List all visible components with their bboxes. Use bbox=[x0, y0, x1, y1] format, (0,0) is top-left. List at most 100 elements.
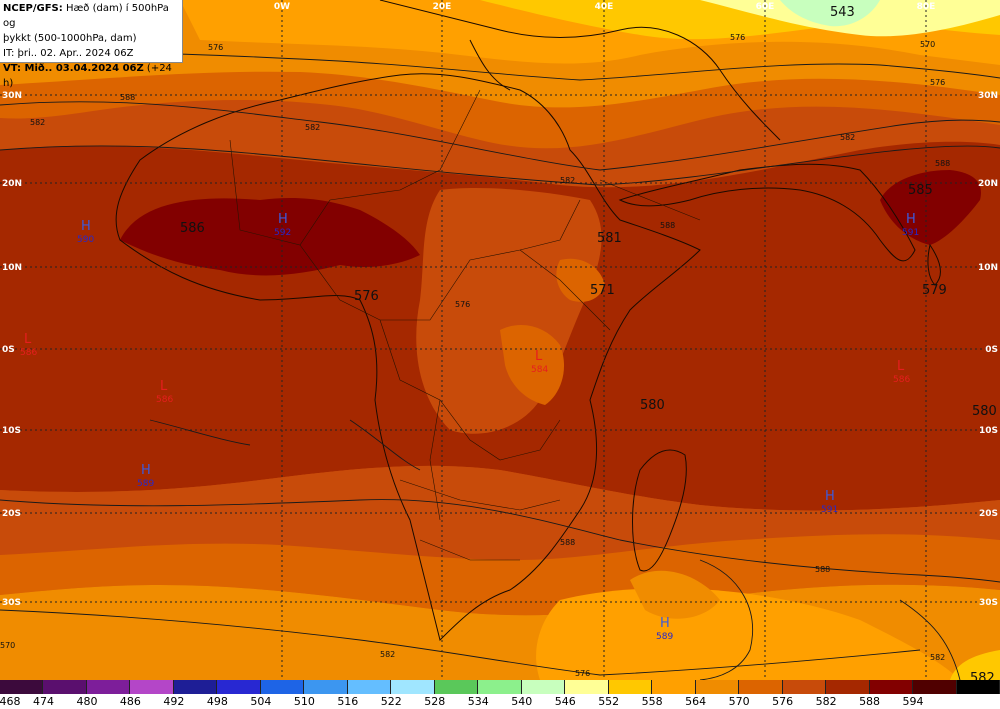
info-line-valid-time: VT: Mið.. 03.04.2024 06Z (+24 h) bbox=[3, 63, 172, 89]
legend-label: 552 bbox=[598, 695, 620, 708]
svg-text:H: H bbox=[660, 616, 670, 631]
contour-label: 576 bbox=[208, 43, 223, 52]
legend-swatch bbox=[217, 680, 261, 694]
low-pressure-center: L 586 bbox=[156, 379, 173, 405]
lat-label-right: 10N bbox=[978, 263, 998, 273]
legend-label: 492 bbox=[163, 695, 185, 708]
legend-label: 558 bbox=[641, 695, 663, 708]
contour-label: 588 bbox=[560, 538, 575, 547]
high-pressure-center: H 591 bbox=[902, 212, 919, 238]
lat-label-left: 20S bbox=[2, 509, 21, 519]
contour-label: 570 bbox=[920, 40, 935, 49]
legend-label: 570 bbox=[728, 695, 750, 708]
svg-text:592: 592 bbox=[274, 228, 291, 238]
lat-label-right: 20S bbox=[979, 509, 998, 519]
svg-text:584: 584 bbox=[531, 365, 548, 375]
legend-swatch bbox=[652, 680, 696, 694]
high-pressure-center: H 590 bbox=[77, 219, 94, 245]
svg-text:H: H bbox=[81, 219, 91, 234]
band-558-564-southeast bbox=[536, 588, 960, 680]
lon-label: 40E bbox=[595, 2, 614, 12]
legend-label: 588 bbox=[859, 695, 881, 708]
svg-text:586: 586 bbox=[156, 395, 173, 405]
value-label: 576 bbox=[354, 289, 379, 304]
legend-label: 576 bbox=[772, 695, 794, 708]
lat-label-left: 10S bbox=[2, 426, 21, 436]
value-label: 580 bbox=[640, 398, 665, 413]
svg-text:591: 591 bbox=[821, 505, 838, 515]
lat-label-left: 10N bbox=[2, 263, 22, 273]
low-pressure-center: L 586 bbox=[893, 359, 910, 385]
legend-label: 534 bbox=[467, 695, 489, 708]
legend-label: 474 bbox=[32, 695, 54, 708]
contour-label: 588 bbox=[120, 93, 135, 102]
value-label: 580 bbox=[972, 404, 997, 419]
contour-label: 582 bbox=[930, 653, 945, 662]
legend-swatch bbox=[304, 680, 348, 694]
contour-label: 582 bbox=[30, 118, 45, 127]
legend-swatch bbox=[130, 680, 174, 694]
band-570-576-patch bbox=[556, 258, 605, 302]
legend-label: 546 bbox=[554, 695, 576, 708]
svg-text:L: L bbox=[897, 359, 905, 374]
contour-label: 588 bbox=[660, 221, 675, 230]
height-contours bbox=[0, 52, 1000, 680]
svg-text:589: 589 bbox=[656, 632, 673, 642]
high-pressure-center: H 589 bbox=[656, 616, 673, 642]
legend-swatch bbox=[956, 680, 1000, 694]
legend-label: 564 bbox=[685, 695, 707, 708]
contour-label: 576 bbox=[730, 33, 745, 42]
legend-swatch bbox=[43, 680, 87, 694]
legend-swatch bbox=[565, 680, 609, 694]
contour-label: 582 bbox=[840, 133, 855, 142]
legend-label: 594 bbox=[902, 695, 924, 708]
value-label: 585 bbox=[908, 183, 933, 198]
lat-label-right: 30N bbox=[978, 91, 998, 101]
legend-swatch bbox=[434, 680, 479, 694]
band-552-558-corner bbox=[950, 650, 1000, 680]
svg-text:H: H bbox=[906, 212, 916, 227]
info-line-model: NCEP/GFS: Hæð (dam) í 500hPa og bbox=[3, 3, 169, 29]
contour-label: 570 bbox=[0, 641, 15, 650]
svg-text:H: H bbox=[825, 489, 835, 504]
band-570-576-patch2 bbox=[500, 325, 565, 405]
contour-label: 588 bbox=[935, 159, 950, 168]
band-588-594-west bbox=[120, 198, 420, 276]
value-label: 543 bbox=[830, 5, 855, 20]
lon-label: 0W bbox=[274, 2, 290, 12]
band-570-576-south bbox=[0, 534, 1000, 616]
svg-text:586: 586 bbox=[893, 375, 910, 385]
lon-label: 20E bbox=[433, 2, 452, 12]
legend-swatch bbox=[86, 680, 131, 694]
info-line-thickness: þykkt (500-1000hPa, dam) bbox=[3, 33, 137, 44]
contour-label: 588 bbox=[815, 565, 830, 574]
high-pressure-center: H 591 bbox=[821, 489, 838, 515]
contour-label: 576 bbox=[455, 300, 470, 309]
legend-swatch bbox=[782, 680, 827, 694]
legend-swatch bbox=[0, 680, 44, 694]
legend-label: 480 bbox=[76, 695, 98, 708]
contour-label: 582 bbox=[305, 123, 320, 132]
lat-label-right: 10S bbox=[979, 426, 998, 436]
svg-text:589: 589 bbox=[137, 479, 154, 489]
legend-label: 486 bbox=[119, 695, 141, 708]
svg-text:586: 586 bbox=[20, 348, 37, 358]
band-588-594-east bbox=[880, 170, 981, 245]
lat-label-left: 20N bbox=[2, 179, 22, 189]
legend-label: 540 bbox=[511, 695, 533, 708]
map-info-box: NCEP/GFS: Hæð (dam) í 500hPa og þykkt (5… bbox=[0, 0, 183, 89]
legend-label: 528 bbox=[424, 695, 446, 708]
band-576-582-inner bbox=[416, 188, 602, 434]
legend-label: 516 bbox=[337, 695, 359, 708]
contour-label: 582 bbox=[560, 176, 575, 185]
legend-swatch bbox=[391, 680, 435, 694]
legend-swatch bbox=[869, 680, 914, 694]
low-pressure-center: L 586 bbox=[20, 332, 37, 358]
high-pressure-center: H 592 bbox=[274, 212, 291, 238]
legend-swatch bbox=[739, 680, 783, 694]
lat-label-right: 0S bbox=[985, 345, 998, 355]
legend-label: 468 bbox=[0, 695, 21, 708]
legend-label: 522 bbox=[380, 695, 402, 708]
svg-text:L: L bbox=[160, 379, 168, 394]
